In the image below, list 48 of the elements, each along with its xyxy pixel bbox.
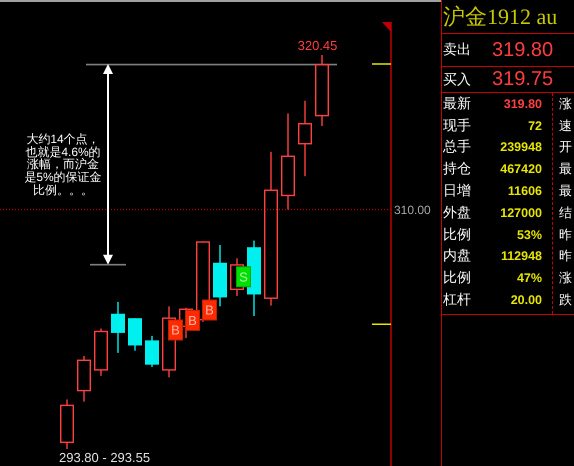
text: 昨 — [559, 226, 572, 245]
text: 127000 — [500, 206, 542, 220]
text: 总手 — [442, 138, 471, 156]
text: 持仓 — [442, 160, 471, 178]
text: 现手 — [442, 116, 471, 135]
text: 53% — [516, 228, 542, 242]
data-label: B — [171, 322, 180, 338]
text: 320.45 — [298, 38, 338, 53]
ref-line-label: 310.00 — [394, 202, 432, 217]
text: 涨 — [559, 96, 572, 114]
text: 外盘 — [442, 204, 471, 222]
text: 最新 — [442, 94, 471, 113]
text: 最 — [559, 183, 572, 202]
data-label: B — [205, 302, 214, 318]
candlestick — [213, 244, 227, 308]
text: 昨 — [559, 248, 572, 266]
text: 47% — [516, 271, 542, 286]
text: 开 — [559, 139, 572, 158]
text: 买入 — [442, 70, 472, 88]
text: 319.80 — [492, 38, 554, 62]
text: 跌 — [559, 292, 572, 310]
text: 日增 — [442, 182, 471, 200]
text: 293.80 - 293.55 — [59, 450, 150, 465]
text: 319.80 — [504, 96, 542, 111]
text: 沪金1912 au — [443, 2, 558, 30]
data-label: S — [239, 269, 248, 284]
text: 结 — [559, 204, 572, 223]
annotation: 大约14个点，也就是4.6%的涨幅，而沪金是5%的保证金比例。。。 — [23, 132, 103, 197]
text: 467420 — [500, 162, 542, 176]
text: 最 — [559, 161, 572, 180]
text: 319.75 — [492, 68, 554, 91]
text: 涨 — [559, 270, 572, 288]
text: 11606 — [508, 184, 542, 198]
candlestick — [281, 112, 295, 210]
text: 112948 — [500, 249, 542, 264]
text: 速 — [559, 118, 572, 136]
text: 内盘 — [442, 247, 471, 266]
candlestick — [315, 55, 329, 127]
text: 比例 — [442, 269, 471, 288]
text: 比例 — [442, 226, 471, 244]
data-label: B — [188, 313, 197, 328]
candlestick — [111, 301, 125, 354]
text: 72 — [528, 118, 542, 133]
text: 卖出 — [442, 41, 472, 59]
text: 239948 — [500, 140, 542, 154]
text: 20.00 — [510, 293, 542, 308]
candlestick — [298, 100, 312, 177]
text: 杠杆 — [442, 291, 471, 310]
